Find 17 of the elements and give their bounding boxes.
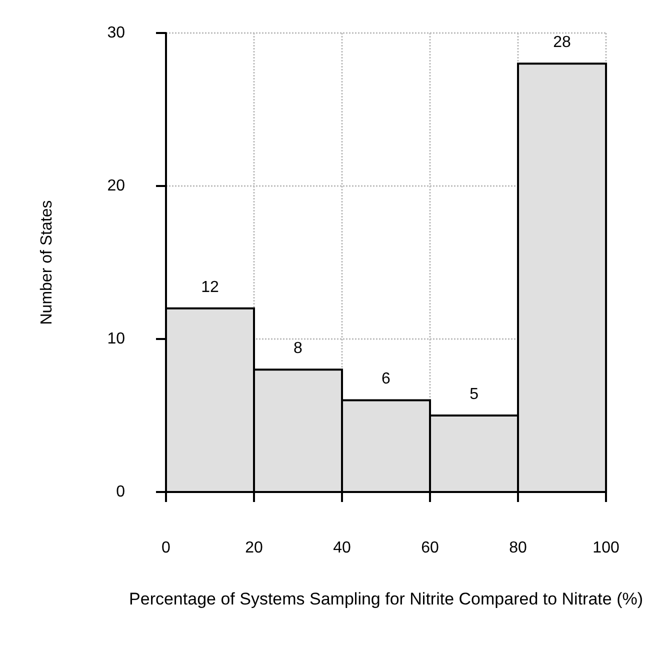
data-label: 5 [470,386,479,403]
x-tick-label: 60 [421,540,440,556]
data-label: 12 [201,278,219,296]
data-label: 8 [294,340,303,358]
x-tick-label: 100 [592,540,620,556]
x-tick-label: 40 [333,540,352,556]
data-label: 6 [382,370,391,388]
y-tick-label: 30 [107,24,126,42]
y-axis-title: Number of States [38,200,56,325]
data-label: 28 [553,34,572,52]
x-tick-label: 0 [162,540,171,556]
x-tick-label: 80 [509,540,528,556]
y-tick-label: 10 [107,330,126,348]
x-axis-title: Percentage of Systems Sampling for Nitrite Compared to Nitrate (%) [129,590,644,608]
y-tick-label: 0 [116,484,126,500]
x-tick-label: 20 [245,540,264,556]
y-tick-label: 20 [107,178,126,194]
